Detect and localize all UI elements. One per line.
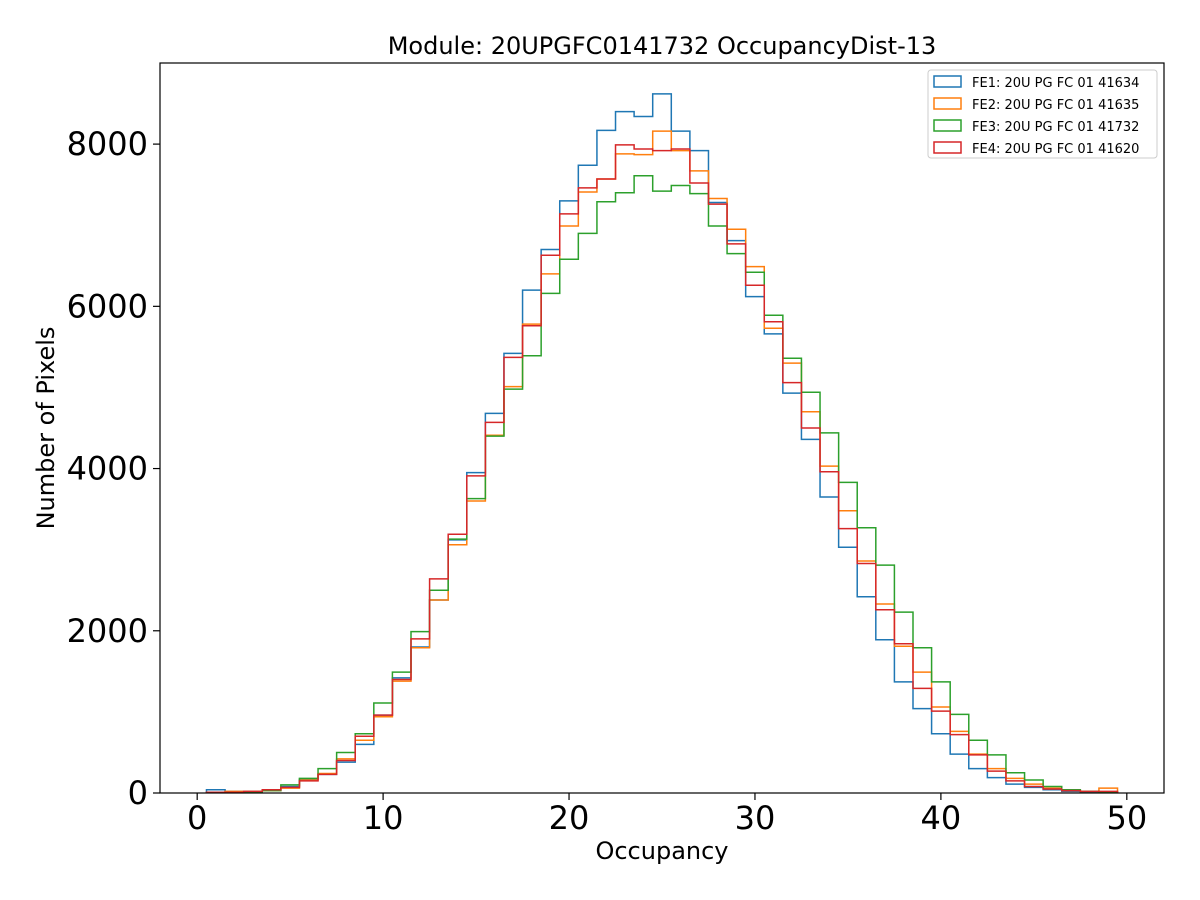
legend-label-fe2: FE2: 20U PG FC 01 41635 [972,98,1139,113]
series-line-fe1 [205,93,1119,793]
x-tick-label: 30 [735,799,776,837]
x-tick-label: 10 [363,799,404,837]
legend-swatch-fe2 [933,97,962,110]
legend-swatch-fe4 [933,141,962,154]
x-tick-label: 40 [921,799,962,837]
x-tick-label: 20 [549,799,590,837]
y-tick-label: 2000 [67,612,148,650]
chart-title: Module: 20UPGFC0141732 OccupancyDist-13 [388,32,937,60]
x-tick-label: 0 [187,799,207,837]
plot-frame [159,62,1165,794]
series-line-fe4 [205,144,1119,793]
y-tick-label: 6000 [67,287,148,325]
y-tick-label: 4000 [67,450,148,488]
x-axis-ticks: 0 10 20 30 40 50 [187,793,1147,837]
legend-label-fe4: FE4: 20U PG FC 01 41620 [972,142,1139,157]
legend-swatch-fe3 [933,119,962,132]
legend-label-fe3: FE3: 20U PG FC 01 41732 [972,120,1139,135]
y-axis-ticks: 0 2000 4000 6000 8000 [67,125,160,812]
x-tick-label: 50 [1106,799,1147,837]
legend: FE1: 20U PG FC 01 41634 FE2: 20U PG FC 01… [927,69,1158,159]
y-axis-label: Number of Pixels [32,327,60,530]
series-layer [205,93,1119,793]
y-tick-label: 8000 [67,125,148,163]
legend-swatch-fe1 [933,75,962,88]
x-axis-label: Occupancy [595,837,728,865]
y-tick-label: 0 [128,774,148,812]
legend-box [927,69,1158,159]
legend-label-fe1: FE1: 20U PG FC 01 41634 [972,76,1139,91]
